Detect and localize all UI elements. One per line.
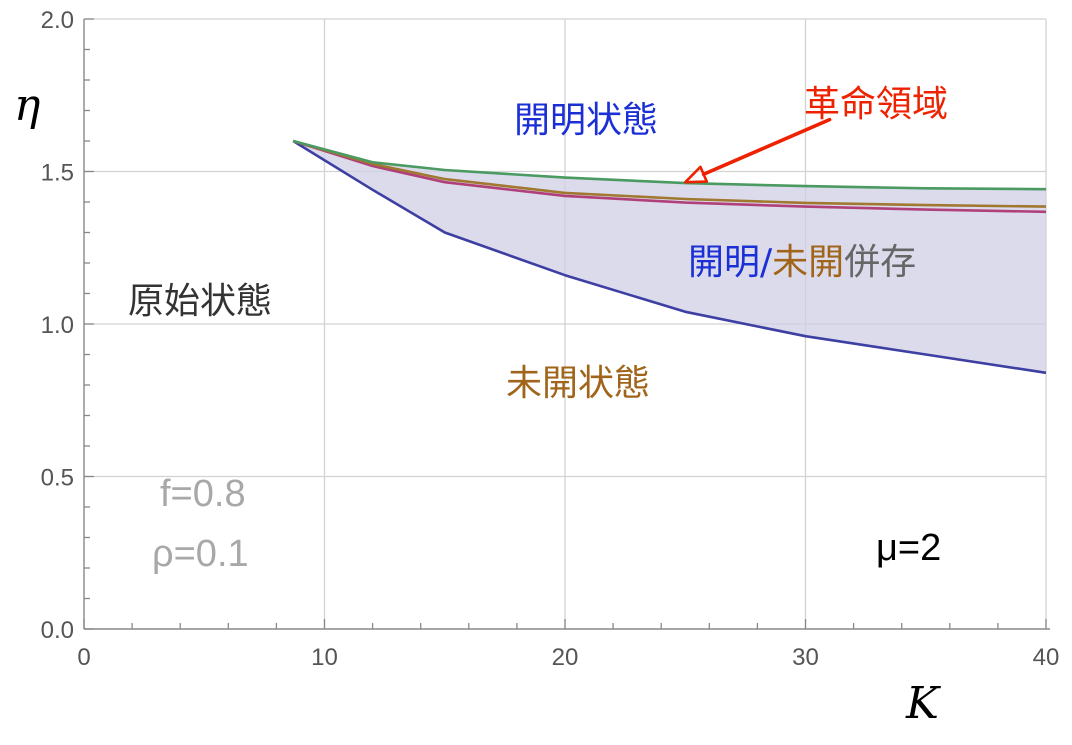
series-layer xyxy=(292,139,1047,375)
x-tick-label: 10 xyxy=(311,644,338,671)
param-f: f=0.8 xyxy=(160,473,246,515)
region-label-revolution: 革命領域 xyxy=(804,84,948,125)
y-tick-label: 1.0 xyxy=(41,312,74,339)
y-tick-label: 0.5 xyxy=(41,465,74,492)
arrow-head xyxy=(683,165,709,184)
region-label-coexistence: 開明/未開併存 xyxy=(688,242,916,283)
param-mu: μ=2 xyxy=(876,527,941,569)
region-label-open-state: 開明状態 xyxy=(514,100,658,141)
coexistence-shaded-region xyxy=(293,141,1046,373)
coexist-suffix: 併存 xyxy=(844,242,916,283)
series-line-3 xyxy=(292,139,1047,375)
region-label-undeveloped: 未開状態 xyxy=(506,363,650,404)
arrow-shaft xyxy=(701,117,832,177)
y-axis-label: η xyxy=(14,80,40,131)
grid xyxy=(84,18,1047,629)
coexist-slash: / xyxy=(760,242,773,283)
x-tick-label: 0 xyxy=(77,644,90,671)
series-line-0 xyxy=(292,139,1047,191)
series-line-2 xyxy=(292,139,1047,214)
y-tick-label: 0.0 xyxy=(41,617,74,644)
y-tick-label: 2.0 xyxy=(41,7,74,34)
series-line-1 xyxy=(292,139,1047,208)
tick-labels: 0 10 20 30 40 0.0 0.5 1.0 1.5 2.0 xyxy=(41,7,1060,671)
revolution-arrow xyxy=(683,117,832,184)
param-rho: ρ=0.1 xyxy=(152,533,249,575)
coexist-open: 開明 xyxy=(688,242,760,283)
coexist-undeveloped: 未開 xyxy=(772,242,844,283)
y-tick-label: 1.5 xyxy=(41,160,74,187)
ticks xyxy=(83,18,1047,630)
region-label-primitive: 原始状態 xyxy=(128,281,272,322)
x-tick-label: 30 xyxy=(792,644,819,671)
x-tick-label: 20 xyxy=(552,644,579,671)
x-axis-label: K xyxy=(905,678,941,729)
x-tick-label: 40 xyxy=(1033,644,1060,671)
